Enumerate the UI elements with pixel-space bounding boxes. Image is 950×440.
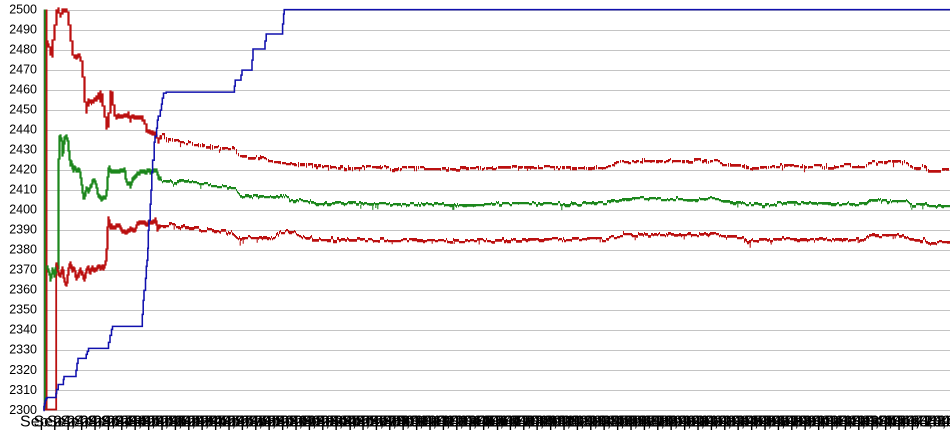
svg-text:Sep 24, 09:47:59: Sep 24, 09:47:59 xyxy=(167,414,289,431)
svg-text:2330: 2330 xyxy=(9,343,37,357)
svg-text:2360: 2360 xyxy=(9,283,37,297)
svg-text:2470: 2470 xyxy=(9,62,37,76)
svg-text:Sep 24, 09:38:50: Sep 24, 09:38:50 xyxy=(47,414,169,431)
svg-text:Sep 24, 09:45:57: Sep 24, 09:45:57 xyxy=(141,414,263,431)
svg-text:Sep 24, 09:36:48: Sep 24, 09:36:48 xyxy=(20,414,142,431)
svg-text:Sep 24, 10:03:14: Sep 24, 10:03:14 xyxy=(368,414,490,431)
svg-text:2460: 2460 xyxy=(9,82,37,96)
svg-text:Sep 24, 09:59:10: Sep 24, 09:59:10 xyxy=(315,414,437,431)
svg-text:Sep 24, 10:35:46: Sep 24, 10:35:46 xyxy=(797,414,919,431)
svg-text:Sep 24, 10:30:41: Sep 24, 10:30:41 xyxy=(730,414,852,431)
svg-text:2390: 2390 xyxy=(9,223,37,237)
svg-text:2500: 2500 xyxy=(9,2,37,16)
svg-text:2440: 2440 xyxy=(9,123,37,137)
svg-text:Sep 24, 10:21:32: Sep 24, 10:21:32 xyxy=(610,414,732,431)
svg-text:Sep 24, 10:16:27: Sep 24, 10:16:27 xyxy=(543,414,665,431)
svg-text:Sep 24, 10:14:25: Sep 24, 10:14:25 xyxy=(516,414,638,431)
svg-text:Sep 24, 09:58:09: Sep 24, 09:58:09 xyxy=(301,414,423,431)
svg-text:Sep 24, 09:57:08: Sep 24, 09:57:08 xyxy=(288,414,410,431)
svg-text:Sep 24, 09:44:56: Sep 24, 09:44:56 xyxy=(127,414,249,431)
svg-text:Sep 24, 10:00:11: Sep 24, 10:00:11 xyxy=(329,414,450,431)
svg-text:Sep 24, 10:23:34: Sep 24, 10:23:34 xyxy=(636,414,758,431)
svg-text:Sep 24, 10:18:29: Sep 24, 10:18:29 xyxy=(569,414,691,431)
svg-text:2310: 2310 xyxy=(9,383,37,397)
svg-text:Sep 24, 10:32:43: Sep 24, 10:32:43 xyxy=(757,414,879,431)
svg-text:Sep 24, 10:27:38: Sep 24, 10:27:38 xyxy=(690,414,812,431)
svg-text:Sep 24, 10:19:30: Sep 24, 10:19:30 xyxy=(583,414,705,431)
svg-text:Sep 24, 10:31:42: Sep 24, 10:31:42 xyxy=(744,414,866,431)
svg-text:Sep 24, 09:40:52: Sep 24, 09:40:52 xyxy=(74,414,196,431)
svg-text:2480: 2480 xyxy=(9,42,37,56)
svg-text:Sep 24, 10:01:12: Sep 24, 10:01:12 xyxy=(342,414,464,431)
svg-text:Sep 24, 10:25:36: Sep 24, 10:25:36 xyxy=(663,414,785,431)
svg-text:Sep 24, 10:04:15: Sep 24, 10:04:15 xyxy=(382,414,504,431)
svg-text:Sep 24, 09:46:58: Sep 24, 09:46:58 xyxy=(154,414,276,431)
svg-text:Sep 24, 09:42:54: Sep 24, 09:42:54 xyxy=(100,414,222,431)
svg-text:Sep 24, 09:49:00: Sep 24, 09:49:00 xyxy=(181,414,303,431)
svg-text:Sep 24, 10:40:51: Sep 24, 10:40:51 xyxy=(864,414,950,431)
svg-text:Sep 24, 10:13:24: Sep 24, 10:13:24 xyxy=(502,414,624,431)
svg-text:Sep 24, 09:54:05: Sep 24, 09:54:05 xyxy=(248,414,370,431)
svg-text:2410: 2410 xyxy=(9,183,37,197)
svg-text:Sep 24, 09:55:06: Sep 24, 09:55:06 xyxy=(261,414,383,431)
svg-text:Sep 24, 10:12:23: Sep 24, 10:12:23 xyxy=(489,414,611,431)
svg-text:Sep 24, 10:17:28: Sep 24, 10:17:28 xyxy=(556,414,678,431)
svg-text:Sep 24, 09:52:03: Sep 24, 09:52:03 xyxy=(221,414,343,431)
svg-text:Sep 24, 10:08:19: Sep 24, 10:08:19 xyxy=(435,414,557,431)
svg-text:2430: 2430 xyxy=(9,143,37,157)
svg-text:Sep 24, 10:42:53: Sep 24, 10:42:53 xyxy=(891,414,950,431)
svg-text:Sep 24, 10:05:16: Sep 24, 10:05:16 xyxy=(395,414,517,431)
svg-text:Sep 24, 10:22:33: Sep 24, 10:22:33 xyxy=(623,414,745,431)
svg-text:2350: 2350 xyxy=(9,303,37,317)
svg-text:2490: 2490 xyxy=(9,22,37,36)
svg-text:Sep 24, 10:24:35: Sep 24, 10:24:35 xyxy=(650,414,772,431)
svg-text:2340: 2340 xyxy=(9,323,37,337)
svg-text:Sep 24, 09:56:07: Sep 24, 09:56:07 xyxy=(275,414,397,431)
svg-text:Sep 24, 10:09:20: Sep 24, 10:09:20 xyxy=(449,414,571,431)
svg-text:Sep 24, 10:06:17: Sep 24, 10:06:17 xyxy=(409,414,531,431)
svg-text:Sep 24, 10:26:37: Sep 24, 10:26:37 xyxy=(677,414,799,431)
svg-text:Sep 24, 09:51:02: Sep 24, 09:51:02 xyxy=(208,414,330,431)
svg-text:Sep 24, 10:20:31: Sep 24, 10:20:31 xyxy=(596,414,718,431)
svg-text:Sep 24, 09:53:04: Sep 24, 09:53:04 xyxy=(234,414,356,431)
svg-text:Sep 24, 10:36:47: Sep 24, 10:36:47 xyxy=(811,414,933,431)
svg-text:Sep 24, 10:07:18: Sep 24, 10:07:18 xyxy=(422,414,544,431)
svg-text:Sep 24, 10:33:44: Sep 24, 10:33:44 xyxy=(770,414,892,431)
svg-text:Sep 24, 09:43:55: Sep 24, 09:43:55 xyxy=(114,414,236,431)
svg-text:Sep 24, 10:34:45: Sep 24, 10:34:45 xyxy=(784,414,906,431)
svg-text:2380: 2380 xyxy=(9,243,37,257)
svg-text:Sep 24, 10:29:40: Sep 24, 10:29:40 xyxy=(717,414,839,431)
svg-text:Sep 24, 10:15:26: Sep 24, 10:15:26 xyxy=(529,414,651,431)
svg-text:Sep 24, 10:11:22: Sep 24, 10:11:22 xyxy=(476,414,597,431)
svg-text:Sep 24, 09:41:53: Sep 24, 09:41:53 xyxy=(87,414,209,431)
svg-text:2400: 2400 xyxy=(9,203,37,217)
svg-text:Sep 24, 09:37:49: Sep 24, 09:37:49 xyxy=(33,414,155,431)
svg-text:Sep 24, 10:37:48: Sep 24, 10:37:48 xyxy=(824,414,946,431)
svg-text:Sep 24, 10:28:39: Sep 24, 10:28:39 xyxy=(703,414,825,431)
svg-text:2370: 2370 xyxy=(9,263,37,277)
svg-text:Sep 24, 10:38:49: Sep 24, 10:38:49 xyxy=(837,414,950,431)
svg-text:2320: 2320 xyxy=(9,363,37,377)
svg-text:2300: 2300 xyxy=(9,403,37,417)
svg-text:Sep 24, 09:50:01: Sep 24, 09:50:01 xyxy=(194,414,316,431)
svg-text:Sep 24, 10:02:13: Sep 24, 10:02:13 xyxy=(355,414,477,431)
svg-text:Sep 24, 10:41:52: Sep 24, 10:41:52 xyxy=(878,414,950,431)
svg-text:Sep 24, 09:39:51: Sep 24, 09:39:51 xyxy=(60,414,182,431)
svg-text:2420: 2420 xyxy=(9,163,37,177)
svg-text:Sep 24, 10:10:21: Sep 24, 10:10:21 xyxy=(462,414,584,431)
svg-text:Sep 24, 10:39:50: Sep 24, 10:39:50 xyxy=(851,414,950,431)
svg-text:2450: 2450 xyxy=(9,102,37,116)
